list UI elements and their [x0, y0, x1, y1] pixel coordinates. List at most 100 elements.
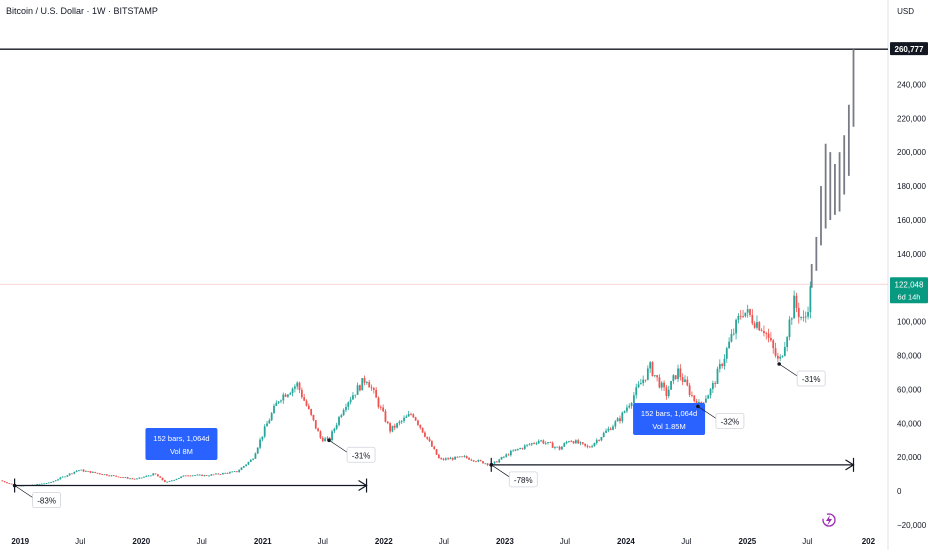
candle-body — [300, 390, 303, 398]
candle-body — [500, 457, 503, 460]
candle-body — [544, 443, 547, 444]
candle-body — [479, 460, 482, 462]
candle-body — [168, 480, 171, 482]
candle-body — [210, 474, 213, 476]
candle-body — [312, 414, 315, 421]
candle-body — [772, 340, 775, 349]
candle-body — [547, 442, 549, 444]
annotation-box — [508, 471, 538, 488]
candle-body — [94, 471, 97, 473]
candle-body — [407, 413, 410, 417]
candle-body — [468, 457, 470, 460]
candle-body — [605, 430, 607, 433]
candle-body — [324, 438, 326, 442]
candle-body — [786, 337, 789, 348]
candle-body — [338, 416, 340, 425]
candle-body — [154, 473, 157, 475]
candle-body — [607, 428, 610, 431]
candle-body — [45, 483, 48, 484]
range-bars-label: 152 bars, 1,064d — [153, 434, 209, 443]
y-tick-label: 80,000 — [897, 352, 922, 361]
annotation-box — [346, 446, 376, 463]
candle-body — [205, 475, 208, 476]
candle-body — [440, 458, 443, 460]
lightning-logo-icon[interactable] — [822, 513, 836, 527]
candle-body — [273, 405, 275, 414]
candle-body — [723, 358, 726, 367]
annotation-label: -31% — [802, 375, 821, 384]
candle-body — [756, 322, 758, 328]
y-tick-label: 180,000 — [897, 182, 926, 191]
candle-body — [542, 440, 545, 444]
candle-body — [572, 441, 575, 444]
candle-body — [709, 389, 712, 396]
candle-body — [530, 443, 533, 445]
candle-body — [779, 356, 782, 359]
candle-body — [751, 314, 754, 324]
candle-body — [136, 478, 138, 480]
candle-body — [435, 449, 438, 455]
currency-label[interactable]: USD — [897, 7, 914, 16]
candle-body — [551, 442, 554, 448]
candle-body — [454, 456, 457, 460]
annotation-leader — [697, 406, 717, 419]
candle-body — [437, 454, 440, 459]
candle-body — [426, 436, 429, 439]
candle-body — [730, 333, 733, 342]
candle-body — [263, 426, 266, 437]
candle-body — [633, 395, 635, 404]
candle-body — [247, 461, 250, 465]
candle-body — [639, 383, 642, 385]
x-tick-label: Jul — [197, 537, 207, 546]
candle-body — [307, 405, 310, 410]
candle-body — [80, 469, 83, 471]
candle-body — [57, 479, 59, 481]
candle-body — [428, 438, 431, 442]
candle-body — [421, 427, 424, 433]
candle-body — [565, 442, 568, 444]
candle-body — [117, 476, 120, 478]
candle-body — [240, 467, 243, 471]
candle-body — [108, 475, 111, 477]
candle-body — [52, 481, 55, 483]
candle-body — [563, 443, 566, 447]
candle-body — [800, 317, 802, 318]
candle-body — [628, 405, 631, 408]
candle-body — [138, 477, 141, 479]
y-tick-label: 0 — [897, 487, 902, 496]
candle-body — [47, 482, 50, 484]
candle-body — [384, 411, 387, 422]
candle-body — [43, 483, 46, 485]
annotation-label: -78% — [514, 476, 533, 485]
x-tick-label: 2024 — [617, 537, 635, 546]
candle-body — [235, 471, 238, 473]
annotation-leader — [779, 363, 798, 377]
candle-body — [414, 417, 417, 421]
candle-body — [721, 363, 724, 367]
candle-body — [98, 473, 101, 475]
candle-body — [612, 426, 614, 430]
candle-body — [505, 454, 508, 457]
candle-body — [161, 477, 164, 481]
candle-body — [78, 470, 80, 471]
candle-body — [519, 448, 522, 450]
candle-body — [507, 454, 510, 456]
candle-body — [674, 375, 677, 379]
candle-body — [456, 456, 459, 458]
candle-body — [233, 471, 236, 473]
candle-body — [686, 379, 689, 386]
candle-body — [305, 400, 308, 406]
y-tick-label: 40,000 — [897, 419, 922, 428]
candle-body — [718, 363, 721, 369]
candle-body — [642, 379, 645, 384]
candle-body — [152, 473, 155, 476]
candle-body — [681, 377, 684, 382]
y-tick-label: 200,000 — [897, 148, 926, 157]
candle-body — [765, 333, 768, 334]
y-tick-label: 20,000 — [897, 453, 922, 462]
y-tick-label: 220,000 — [897, 114, 926, 123]
candle-body — [377, 397, 380, 408]
candle-body — [126, 477, 129, 479]
